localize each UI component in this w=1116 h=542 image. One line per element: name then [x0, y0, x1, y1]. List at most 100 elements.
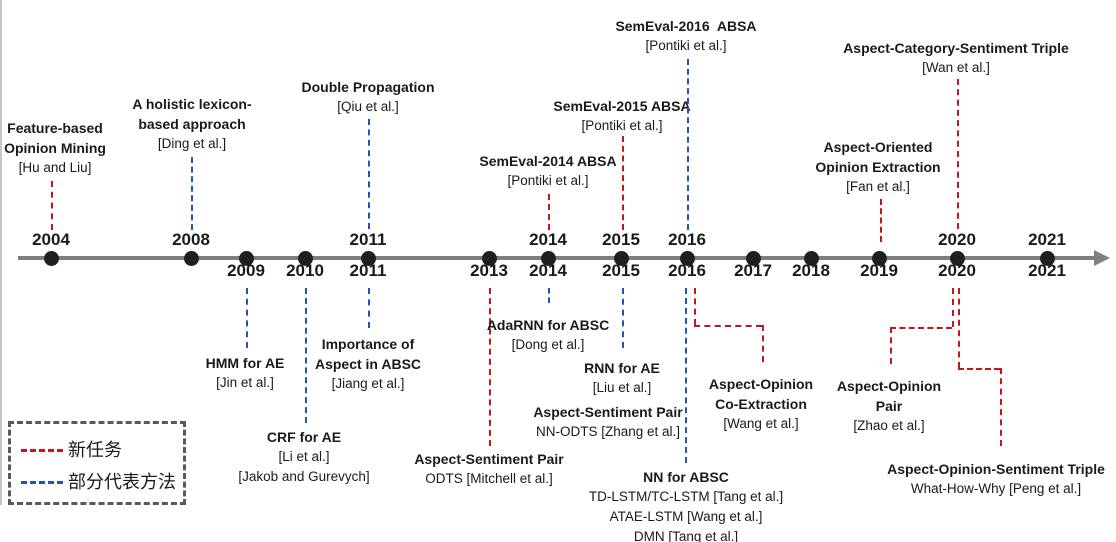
event-semeval-2014-absa: SemEval-2014 ABSA [Pontiki et al.]	[463, 151, 633, 191]
figure-left-edge	[0, 0, 2, 505]
connector-aspect-opinion-co-extraction	[694, 288, 696, 325]
event-title-line: Feature-based	[7, 120, 103, 136]
timeline-dot-2009	[238, 251, 254, 266]
connector-crf-for-ae	[305, 288, 307, 423]
connector-importance-of-aspect-in-absc	[368, 288, 370, 328]
year-label-2018-below: 2018	[792, 261, 830, 280]
event-title-line: Pair	[875, 398, 903, 414]
event-citation-line: [Jakob and Gurevych]	[238, 469, 370, 484]
event-feature-based-opinion-mining: Feature-based Opinion Mining [Hu and Liu]	[0, 118, 130, 178]
legend-label-new-task: 新任务	[68, 440, 122, 460]
timeline-arrowhead-icon	[1094, 250, 1110, 266]
timeline-dot-2021	[1039, 251, 1055, 266]
blue-dash-swatch-icon	[21, 480, 63, 484]
connector-adarnn-for-absc	[548, 288, 550, 303]
event-citation-line: [Zhao et al.]	[853, 418, 925, 433]
connector-double-propagation	[368, 119, 370, 229]
connector-aspect-opinion-co-extraction	[762, 325, 764, 362]
event-citation-line: [Hu and Liu]	[18, 160, 92, 175]
red-dash-swatch-icon	[21, 448, 63, 452]
event-citation-line: [Ding et al.]	[157, 136, 227, 151]
event-semeval-2016-absa: SemEval-2016 ABSA [Pontiki et al.]	[596, 16, 776, 56]
connector-aspect-opinion-pair	[890, 327, 892, 364]
timeline-dot-2014	[540, 251, 556, 266]
timeline-dot-2010	[297, 251, 313, 266]
event-citation-line: [Jiang et al.]	[331, 376, 405, 391]
event-aspect-sentiment-pair-odts: Aspect-Sentiment Pair ODTS [Mitchell et a…	[397, 449, 582, 489]
timeline-dot-2018	[803, 251, 819, 266]
event-importance-of-aspect-in-absc: Importance of Aspect in ABSC [Jiang et al.…	[288, 334, 448, 394]
event-citation-line: [Pontiki et al.]	[645, 38, 727, 53]
event-title-line: CRF for AE	[266, 429, 342, 445]
event-title-line: Aspect in ABSC	[314, 356, 422, 372]
connector-feature-based-opinion-mining	[51, 181, 53, 230]
event-title-line: Aspect-Sentiment Pair	[533, 404, 683, 420]
event-aspect-opinion-co-extraction: Aspect-Opinion Co-Extraction [Wang et al.]	[686, 374, 836, 434]
connector-rnn-for-ae	[622, 288, 624, 348]
event-title-line: Aspect-Opinion	[708, 376, 814, 392]
event-citation-line: DMN [Tang et al.]	[633, 529, 739, 542]
event-title-line: Opinion Extraction	[815, 159, 941, 175]
event-citation-line: [Li et al.]	[278, 449, 330, 464]
event-title-line: HMM for AE	[205, 355, 285, 371]
connector-semeval-2014-absa	[548, 194, 550, 230]
timeline-dot-2011	[360, 251, 376, 266]
connector-aspect-opinion-pair	[890, 327, 952, 329]
connector-aspect-oriented-opinion-extraction	[880, 199, 882, 242]
event-title-line: Aspect-Sentiment Pair	[414, 451, 564, 467]
event-citation-line: TD-LSTM/TC-LSTM [Tang et al.]	[588, 489, 784, 504]
timeline-dot-2020	[949, 251, 965, 266]
timeline-dot-2013	[481, 251, 497, 266]
year-label-2011-below: 2011	[349, 261, 387, 280]
event-adarnn-for-absc: AdaRNN for ABSC [Dong et al.]	[468, 315, 628, 355]
connector-aspect-opinion-co-extraction	[694, 325, 762, 327]
event-citation-line: [Pontiki et al.]	[507, 173, 589, 188]
event-holistic-lexicon-approach: A holistic lexicon-based approach [Ding e…	[107, 94, 277, 154]
event-citation-line: [Dong et al.]	[511, 337, 585, 352]
event-hmm-for-ae: HMM for AE [Jin et al.]	[175, 353, 315, 393]
event-nn-for-absc: NN for ABSC TD-LSTM/TC-LSTM [Tang et al.]…	[571, 467, 801, 542]
year-label-2014-below: 2014	[529, 261, 567, 280]
event-title-line: SemEval-2016 ABSA	[615, 18, 757, 34]
year-label-2015-above: 2015	[602, 230, 640, 249]
connector-aspect-opinion-sentiment-triple	[958, 288, 960, 368]
connector-aspect-opinion-pair	[952, 288, 954, 327]
event-citation-line: [Liu et al.]	[592, 380, 652, 395]
legend: 新任务 部分代表方法	[8, 421, 186, 505]
event-citation-line: ATAE-LSTM [Wang et al.]	[609, 509, 763, 524]
year-label-2014-above: 2014	[529, 230, 567, 249]
event-citation-line: NN-ODTS [Zhang et al.]	[535, 424, 681, 439]
connector-holistic-lexicon-approach	[191, 157, 193, 230]
year-label-2019-below: 2019	[860, 261, 898, 280]
event-title-line: based approach	[138, 116, 246, 132]
connector-aspect-sentiment-pair-odts	[489, 288, 491, 446]
connector-aspect-opinion-sentiment-triple	[1000, 368, 1002, 446]
event-double-propagation: Double Propagation [Qiu et al.]	[283, 77, 453, 117]
year-label-2008-above: 2008	[172, 230, 210, 249]
year-label-2017-below: 2017	[734, 261, 772, 280]
event-aspect-category-sentiment-triple: Aspect-Category-Sentiment Triple [Wan et …	[831, 38, 1081, 78]
timeline-dot-2008	[183, 251, 199, 266]
legend-item-representative-methods: 部分代表方法	[21, 470, 176, 494]
timeline-axis	[18, 256, 1096, 260]
event-aspect-opinion-pair: Aspect-Opinion Pair [Zhao et al.]	[814, 376, 964, 436]
event-title-line: RNN for AE	[584, 360, 660, 376]
event-aspect-sentiment-pair-nn-odts: Aspect-Sentiment Pair NN-ODTS [Zhang et a…	[516, 402, 701, 442]
event-title-line: Co-Extraction	[715, 396, 807, 412]
connector-hmm-for-ae	[246, 288, 248, 348]
event-title-line: Double Propagation	[301, 79, 435, 95]
event-title-line: SemEval-2014 ABSA	[479, 153, 617, 169]
timeline-dot-2016	[679, 251, 695, 266]
event-title-line: SemEval-2015 ABSA	[553, 98, 691, 114]
year-label-2021-below: 2021	[1028, 261, 1066, 280]
year-label-2010-below: 2010	[286, 261, 324, 280]
legend-item-new-task: 新任务	[21, 438, 122, 462]
event-citation-line: [Jin et al.]	[216, 375, 274, 390]
event-rnn-for-ae: RNN for AE [Liu et al.]	[557, 358, 687, 398]
event-title-line: Aspect-Category-Sentiment Triple	[843, 40, 1069, 56]
year-label-2015-below: 2015	[602, 261, 640, 280]
year-label-2009-below: 2009	[227, 261, 265, 280]
event-aspect-oriented-opinion-extraction: Aspect-Oriented Opinion Extraction [Fan et…	[788, 137, 968, 197]
event-title-line: Importance of	[321, 336, 415, 352]
